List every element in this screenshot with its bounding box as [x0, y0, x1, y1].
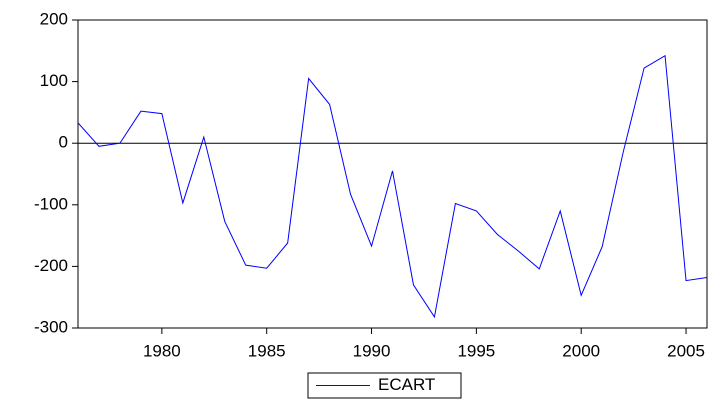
x-tick-label: 2000 [562, 341, 600, 360]
x-tick-label: 1990 [353, 341, 391, 360]
y-tick-label: 0 [59, 133, 68, 152]
plot-frame [77, 19, 708, 329]
x-tick-label: 1985 [248, 341, 286, 360]
y-tick-label: -200 [34, 256, 68, 275]
x-tick-label: 1995 [457, 341, 495, 360]
legend-label: ECART [378, 375, 435, 394]
y-tick-label: -300 [34, 317, 68, 336]
y-tick-label: 200 [40, 9, 68, 28]
y-tick-label: -100 [34, 194, 68, 213]
y-tick-label: 100 [40, 71, 68, 90]
x-tick-label: 1980 [143, 341, 181, 360]
x-tick-label: 2005 [667, 341, 705, 360]
data-line [77, 54, 708, 319]
